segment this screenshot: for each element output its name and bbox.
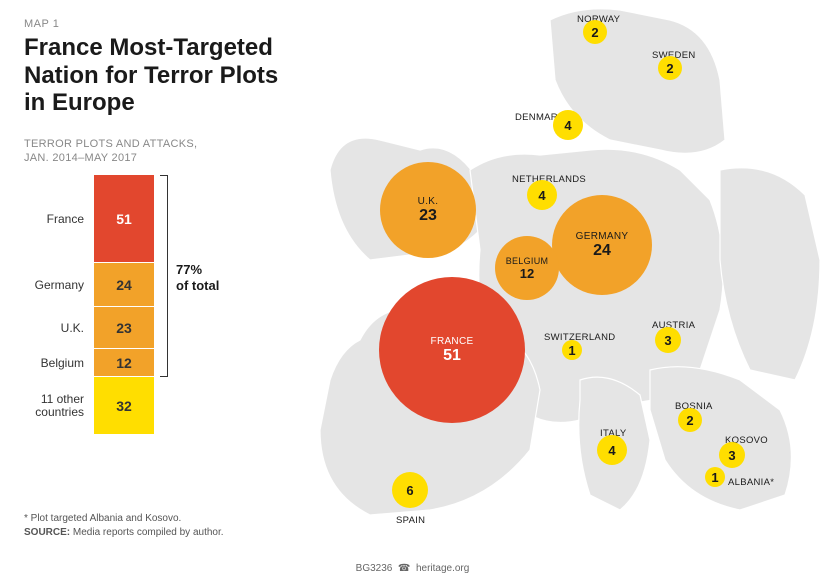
source-text: Media reports compiled by author.	[73, 527, 224, 538]
map-bubble: 6	[392, 472, 428, 508]
map-bubble: GERMANY24	[552, 195, 652, 295]
bubble-ext-label: SWITZERLAND	[544, 332, 615, 343]
bubble-value: 1	[711, 470, 718, 485]
footer-org: heritage.org	[416, 563, 469, 574]
bar-label: Germany	[24, 263, 84, 307]
bubble-value: 3	[664, 333, 671, 348]
bubble-value: 51	[443, 347, 461, 365]
bubble-value: 24	[593, 242, 611, 260]
heritage-icon: ☎	[398, 563, 410, 574]
bar-segment: 23	[94, 307, 154, 349]
bracket-label: 77%of total	[176, 262, 219, 293]
footer: BG3236 ☎ heritage.org	[0, 563, 825, 574]
bubble-value: 12	[520, 266, 534, 281]
footnote-text: * Plot targeted Albania and Kosovo.	[24, 512, 224, 526]
bracket	[160, 175, 168, 377]
map-bubble: 4	[527, 180, 557, 210]
map-bubble: 2	[658, 56, 682, 80]
map-bubble: 3	[655, 327, 681, 353]
bubble-value: 6	[406, 483, 413, 498]
bubble-value: 4	[608, 443, 615, 458]
bar-label: 11 othercountries	[24, 377, 84, 435]
footnote-block: * Plot targeted Albania and Kosovo. SOUR…	[24, 512, 224, 540]
source-prefix: SOURCE:	[24, 527, 70, 538]
bubble-value: 4	[564, 118, 571, 133]
bubble-value: 3	[728, 448, 735, 463]
bar-segment: 51	[94, 175, 154, 263]
bubble-value: 4	[538, 188, 545, 203]
map-bubble: FRANCE51	[379, 277, 525, 423]
bar-segment: 24	[94, 263, 154, 307]
map-bubble: 2	[583, 20, 607, 44]
map-bubble: 4	[553, 110, 583, 140]
bar-label: Belgium	[24, 349, 84, 377]
map-bubble: 3	[719, 442, 745, 468]
bubble-value: 1	[568, 343, 575, 358]
map-bubble: 4	[597, 435, 627, 465]
map-bubble: U.K.23	[380, 162, 476, 258]
bar-label: France	[24, 175, 84, 263]
source-line: SOURCE: Media reports compiled by author…	[24, 526, 224, 540]
map-bubble: 2	[678, 408, 702, 432]
page-title: France Most-TargetedNation for Terror Pl…	[24, 34, 304, 117]
bubble-value: 2	[686, 413, 693, 428]
bar-label: U.K.	[24, 307, 84, 349]
bubble-country: GERMANY	[576, 231, 629, 242]
bubble-country: BELGIUM	[506, 256, 549, 266]
map-area: FRANCE51GERMANY24U.K.23BELGIUM12SPAIN6IT…	[280, 0, 825, 552]
map-bubble: 1	[705, 467, 725, 487]
bubble-value: 2	[666, 61, 673, 76]
bubble-value: 23	[419, 207, 437, 225]
footer-id: BG3236	[356, 563, 393, 574]
map-bubble: 1	[562, 340, 582, 360]
map-bubble: BELGIUM12	[495, 236, 559, 300]
bubble-ext-label: SPAIN	[396, 515, 425, 526]
bar-chart: FranceGermanyU.K.Belgium11 othercountrie…	[24, 175, 304, 435]
map-number: MAP 1	[24, 18, 304, 30]
chart-subtitle: TERROR PLOTS AND ATTACKS,JAN. 2014–MAY 2…	[24, 137, 304, 166]
bar-segment: 12	[94, 349, 154, 377]
bubble-country: FRANCE	[431, 336, 474, 347]
bar-segment: 32	[94, 377, 154, 435]
bubble-value: 2	[591, 25, 598, 40]
bubble-ext-label: ALBANIA*	[728, 477, 774, 488]
bubble-country: U.K.	[418, 196, 439, 207]
